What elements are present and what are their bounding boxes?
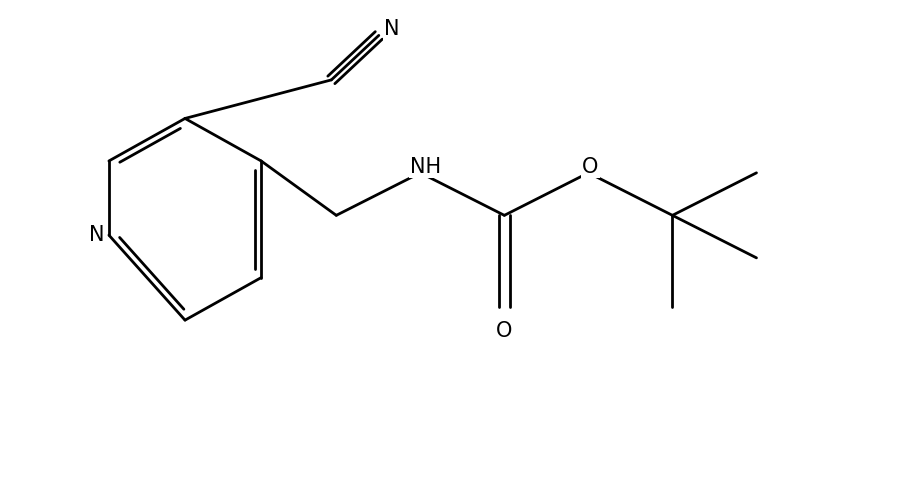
- Text: N: N: [89, 225, 105, 245]
- Text: NH: NH: [409, 157, 441, 177]
- Text: O: O: [497, 321, 513, 341]
- Text: N: N: [384, 20, 400, 40]
- Text: O: O: [582, 157, 599, 177]
